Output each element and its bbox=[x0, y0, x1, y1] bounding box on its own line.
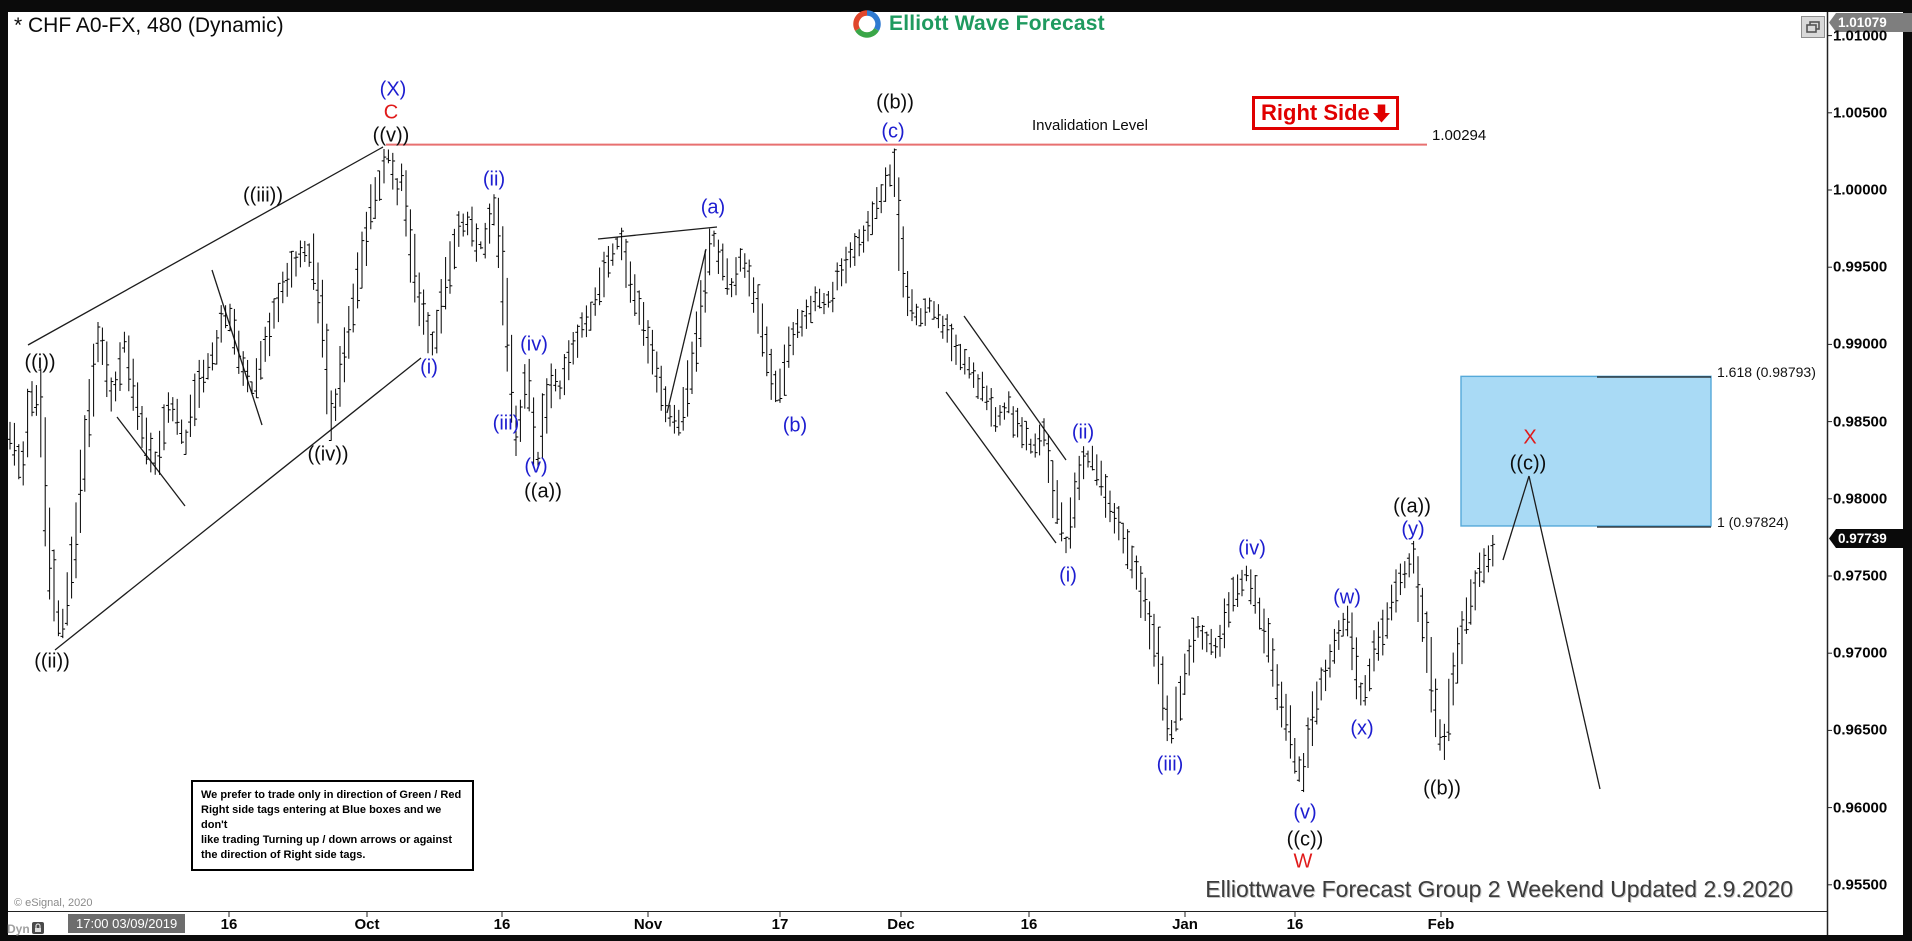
wave-label: (y) bbox=[1401, 518, 1425, 541]
wave-label: ((iv)) bbox=[307, 443, 349, 466]
x-axis-label: 16 bbox=[1286, 916, 1304, 933]
cursor-timestamp-tag: 17:00 03/09/2019 bbox=[68, 914, 186, 933]
y-axis-label: 0.95500 bbox=[1833, 876, 1888, 894]
wave-label: (v) bbox=[1293, 801, 1317, 824]
wave-label: (ii) bbox=[1071, 421, 1095, 444]
wave-label: ((iii)) bbox=[243, 184, 283, 207]
wave-label: (iii) bbox=[1156, 753, 1184, 776]
x-axis-label: Dec bbox=[887, 916, 915, 933]
lock-icon bbox=[31, 921, 45, 935]
x-axis-label: Jan bbox=[1172, 916, 1198, 933]
y-axis-label: 1.00500 bbox=[1833, 104, 1888, 122]
disclaimer-line: We prefer to trade only in direction of … bbox=[201, 789, 462, 801]
lock-glyph bbox=[32, 922, 44, 934]
blue-box-fib-1-label: 1 (0.97824) bbox=[1717, 514, 1789, 530]
x-axis-label: 16 bbox=[493, 916, 511, 933]
last-price-tag: 0.97739 bbox=[1829, 529, 1912, 548]
brand-swirl-icon bbox=[853, 10, 881, 38]
wave-label: (iii) bbox=[492, 412, 520, 435]
wave-label: (iv) bbox=[1238, 537, 1266, 560]
esignal-copyright: © eSignal, 2020 bbox=[14, 897, 93, 909]
x-axis-label: 16 bbox=[220, 916, 238, 933]
wave-label: ((c)) bbox=[1286, 828, 1324, 851]
dynamic-mode-label: Dyn bbox=[7, 922, 30, 936]
y-axis-label: 1.01000 bbox=[1833, 27, 1888, 45]
disclaimer-line: like trading Turning up / down arrows or… bbox=[201, 834, 452, 846]
right-side-badge: Right Side bbox=[1252, 96, 1399, 130]
wave-label: (x) bbox=[1350, 717, 1374, 740]
wave-label: X bbox=[1523, 426, 1537, 449]
wave-label: (i) bbox=[420, 356, 438, 379]
wave-label: (v) bbox=[524, 455, 548, 478]
y-axis-label: 1.00000 bbox=[1833, 181, 1888, 199]
x-axis-label: 17 bbox=[771, 916, 789, 933]
y-axis-label: 0.96500 bbox=[1833, 721, 1888, 739]
x-axis-label: Feb bbox=[1427, 916, 1455, 933]
session-high-price-tag: 1.01079 bbox=[1829, 13, 1912, 32]
wave-label: ((a)) bbox=[1393, 495, 1431, 518]
wave-label: ((v)) bbox=[372, 124, 410, 147]
wave-label: ((i)) bbox=[24, 351, 56, 374]
brand-name: Elliott Wave Forecast bbox=[889, 12, 1105, 35]
wave-label: (b) bbox=[782, 414, 808, 437]
chart-title: * CHF A0-FX, 480 (Dynamic) bbox=[14, 14, 284, 37]
y-axis-label: 0.98000 bbox=[1833, 490, 1888, 508]
x-axis-label: 16 bbox=[1020, 916, 1038, 933]
blue-box-fib-1618-label: 1.618 (0.98793) bbox=[1717, 364, 1816, 380]
x-axis-label: Nov bbox=[633, 916, 663, 933]
wave-label: (ii) bbox=[482, 168, 506, 191]
disclaimer-line: Right side tags entering at Blue boxes a… bbox=[201, 804, 442, 831]
wave-label: (iv) bbox=[520, 333, 548, 356]
x-axis-label: Oct bbox=[354, 916, 380, 933]
y-axis-label: 0.99500 bbox=[1833, 258, 1888, 276]
y-axis-label: 0.98500 bbox=[1833, 413, 1888, 431]
wave-label: (X) bbox=[379, 78, 407, 101]
disclaimer-line: the direction of Right side tags. bbox=[201, 849, 366, 861]
y-axis-label: 0.97500 bbox=[1833, 567, 1888, 585]
wave-label: (a) bbox=[700, 196, 726, 219]
thick-down-arrow-icon bbox=[1372, 104, 1390, 122]
wave-label: ((b)) bbox=[1423, 777, 1461, 800]
wave-label: (i) bbox=[1059, 564, 1077, 587]
update-note: Elliottwave Forecast Group 2 Weekend Upd… bbox=[1205, 876, 1793, 902]
restore-window-icon[interactable] bbox=[1801, 16, 1825, 38]
wave-label: (c) bbox=[881, 120, 905, 143]
wave-label: (w) bbox=[1333, 586, 1361, 609]
wave-label: W bbox=[1293, 850, 1313, 873]
brand-logo: Elliott Wave Forecast bbox=[853, 10, 1105, 38]
wave-label: ((b)) bbox=[876, 91, 914, 114]
wave-label: ((a)) bbox=[524, 480, 562, 503]
y-axis-label: 0.99000 bbox=[1833, 335, 1888, 353]
wave-label: ((c)) bbox=[1509, 452, 1547, 475]
y-axis-label: 0.97000 bbox=[1833, 644, 1888, 662]
wave-label: C bbox=[383, 101, 399, 124]
invalidation-level-label: Invalidation Level bbox=[1032, 117, 1148, 134]
right-side-badge-label: Right Side bbox=[1261, 100, 1370, 125]
y-axis-label: 0.96000 bbox=[1833, 799, 1888, 817]
disclaimer-box: We prefer to trade only in direction of … bbox=[191, 780, 474, 871]
wave-label: ((ii)) bbox=[34, 650, 70, 673]
invalidation-price-label: 1.00294 bbox=[1432, 127, 1487, 144]
overlapping-squares-glyph bbox=[1806, 21, 1820, 33]
